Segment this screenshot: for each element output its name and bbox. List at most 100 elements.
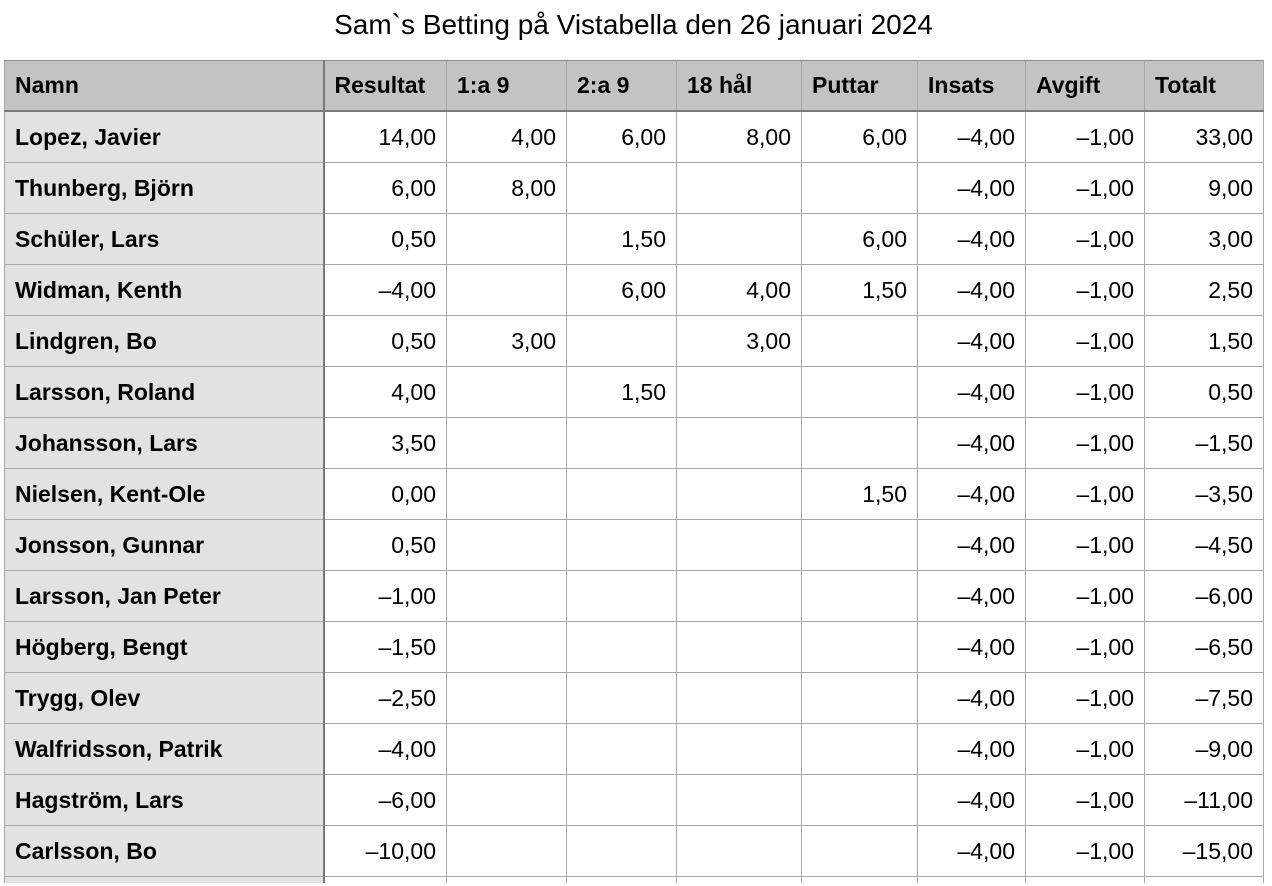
cell-puttar[interactable] — [801, 570, 918, 622]
cell-andra-nio[interactable] — [566, 468, 677, 520]
cell-forsta-nio[interactable] — [446, 519, 567, 571]
cell-insats[interactable]: –4,00 — [917, 519, 1026, 571]
cell-totalt[interactable]: 1,50 — [1144, 315, 1264, 367]
cell-18-hal[interactable]: 4,00 — [676, 264, 802, 316]
cell-18-hal[interactable] — [676, 672, 802, 724]
cell-puttar[interactable] — [801, 162, 918, 214]
cell-namn[interactable]: Jonsson, Gunnar — [4, 519, 325, 571]
cell-18-hal[interactable] — [676, 162, 802, 214]
cell-puttar[interactable] — [801, 672, 918, 724]
cell-andra-nio[interactable] — [566, 417, 677, 469]
cell-puttar[interactable] — [801, 366, 918, 418]
cell-forsta-nio[interactable]: 8,00 — [446, 162, 567, 214]
cell-andra-nio[interactable]: 6,00 — [566, 110, 677, 163]
cell-insats[interactable]: –4,00 — [917, 315, 1026, 367]
cell-insats[interactable]: –4,00 — [917, 723, 1026, 775]
header-insats[interactable]: Insats — [917, 60, 1026, 112]
cell-andra-nio[interactable] — [566, 519, 677, 571]
cell-insats[interactable]: –4,00 — [917, 570, 1026, 622]
cell-forsta-nio[interactable] — [446, 825, 567, 877]
cell-avgift[interactable]: –1,00 — [1025, 468, 1145, 520]
cell-forsta-nio[interactable] — [446, 417, 567, 469]
cell-18-hal[interactable] — [676, 621, 802, 673]
cell-insats[interactable]: –4,00 — [917, 774, 1026, 826]
cell-namn[interactable]: Larsson, Roland — [4, 366, 325, 418]
cell-namn[interactable]: Larsson, Jan Peter — [4, 570, 325, 622]
cell-puttar[interactable] — [801, 519, 918, 571]
cell-resultat[interactable]: –4,00 — [323, 264, 447, 316]
cell-namn[interactable]: Johansson, Lars — [4, 417, 325, 469]
cell-andra-nio[interactable]: 1,50 — [566, 366, 677, 418]
cell-resultat[interactable]: 6,00 — [323, 162, 447, 214]
cell-andra-nio[interactable] — [566, 315, 677, 367]
cell-totalt[interactable]: –11,00 — [1144, 774, 1264, 826]
cell-andra-nio[interactable] — [566, 570, 677, 622]
header-namn[interactable]: Namn — [4, 60, 325, 112]
cell-puttar[interactable] — [801, 723, 918, 775]
cell-avgift[interactable]: –1,00 — [1025, 110, 1145, 163]
cell-namn[interactable]: Schüler, Lars — [4, 213, 325, 265]
cell-avgift[interactable]: –1,00 — [1025, 519, 1145, 571]
cell-avgift[interactable]: –1,00 — [1025, 315, 1145, 367]
cell-forsta-nio[interactable] — [446, 672, 567, 724]
cell-totalt[interactable]: –15,00 — [1144, 825, 1264, 877]
cell-resultat[interactable]: –6,00 — [323, 774, 447, 826]
cell-puttar[interactable] — [801, 621, 918, 673]
cell-avgift[interactable]: –1,00 — [1025, 162, 1145, 214]
cell-andra-nio[interactable] — [566, 672, 677, 724]
cell-andra-nio[interactable]: 6,00 — [566, 264, 677, 316]
header-avgift[interactable]: Avgift — [1025, 60, 1145, 112]
cell-avgift[interactable]: –1,00 — [1025, 417, 1145, 469]
cell-18-hal[interactable] — [676, 366, 802, 418]
cell-namn[interactable]: Widman, Kenth — [4, 264, 325, 316]
cell-namn[interactable]: Walfridsson, Patrik — [4, 723, 325, 775]
cell-18-hal[interactable] — [676, 774, 802, 826]
cell-insats[interactable]: –4,00 — [917, 162, 1026, 214]
cell-forsta-nio[interactable] — [446, 213, 567, 265]
cell-forsta-nio[interactable] — [446, 366, 567, 418]
cell-18-hal[interactable] — [676, 417, 802, 469]
cell-insats[interactable]: –4,00 — [917, 621, 1026, 673]
cell-andra-nio[interactable] — [566, 825, 677, 877]
cell-puttar[interactable] — [801, 825, 918, 877]
cell-totalt[interactable]: –4,50 — [1144, 519, 1264, 571]
cell-resultat[interactable]: 0,00 — [323, 468, 447, 520]
cell-avgift[interactable]: –1,00 — [1025, 774, 1145, 826]
header-andra-nio[interactable]: 2:a 9 — [566, 60, 677, 112]
cell-insats[interactable]: –4,00 — [917, 417, 1026, 469]
cell-18-hal[interactable] — [676, 723, 802, 775]
cell-totalt[interactable]: –6,00 — [1144, 570, 1264, 622]
cell-totalt[interactable]: 0,50 — [1144, 366, 1264, 418]
cell-resultat[interactable]: 0,50 — [323, 315, 447, 367]
cell-resultat[interactable]: 0,50 — [323, 519, 447, 571]
cell-18-hal[interactable] — [676, 213, 802, 265]
cell-puttar[interactable] — [801, 417, 918, 469]
cell-resultat[interactable]: 0,50 — [323, 213, 447, 265]
cell-puttar[interactable]: 1,50 — [801, 264, 918, 316]
cell-resultat[interactable]: 4,00 — [323, 366, 447, 418]
cell-namn[interactable]: Högberg, Bengt — [4, 621, 325, 673]
cell-andra-nio[interactable] — [566, 723, 677, 775]
cell-resultat[interactable]: 14,00 — [323, 110, 447, 163]
cell-puttar[interactable]: 1,50 — [801, 468, 918, 520]
cell-avgift[interactable]: –1,00 — [1025, 825, 1145, 877]
cell-resultat[interactable]: –4,00 — [323, 723, 447, 775]
cell-avgift[interactable]: –1,00 — [1025, 570, 1145, 622]
cell-avgift[interactable]: –1,00 — [1025, 672, 1145, 724]
cell-totalt[interactable]: 9,00 — [1144, 162, 1264, 214]
header-totalt[interactable]: Totalt — [1144, 60, 1264, 112]
header-forsta-nio[interactable]: 1:a 9 — [446, 60, 567, 112]
cell-puttar[interactable] — [801, 774, 918, 826]
cell-namn[interactable]: Nielsen, Kent-Ole — [4, 468, 325, 520]
cell-totalt[interactable]: –7,50 — [1144, 672, 1264, 724]
cell-avgift[interactable]: –1,00 — [1025, 723, 1145, 775]
cell-forsta-nio[interactable] — [446, 774, 567, 826]
cell-andra-nio[interactable] — [566, 162, 677, 214]
cell-namn[interactable]: Carlsson, Bo — [4, 825, 325, 877]
cell-resultat[interactable]: –10,00 — [323, 825, 447, 877]
cell-forsta-nio[interactable] — [446, 468, 567, 520]
cell-avgift[interactable]: –1,00 — [1025, 366, 1145, 418]
cell-avgift[interactable]: –1,00 — [1025, 621, 1145, 673]
header-puttar[interactable]: Puttar — [801, 60, 918, 112]
cell-puttar[interactable]: 6,00 — [801, 213, 918, 265]
